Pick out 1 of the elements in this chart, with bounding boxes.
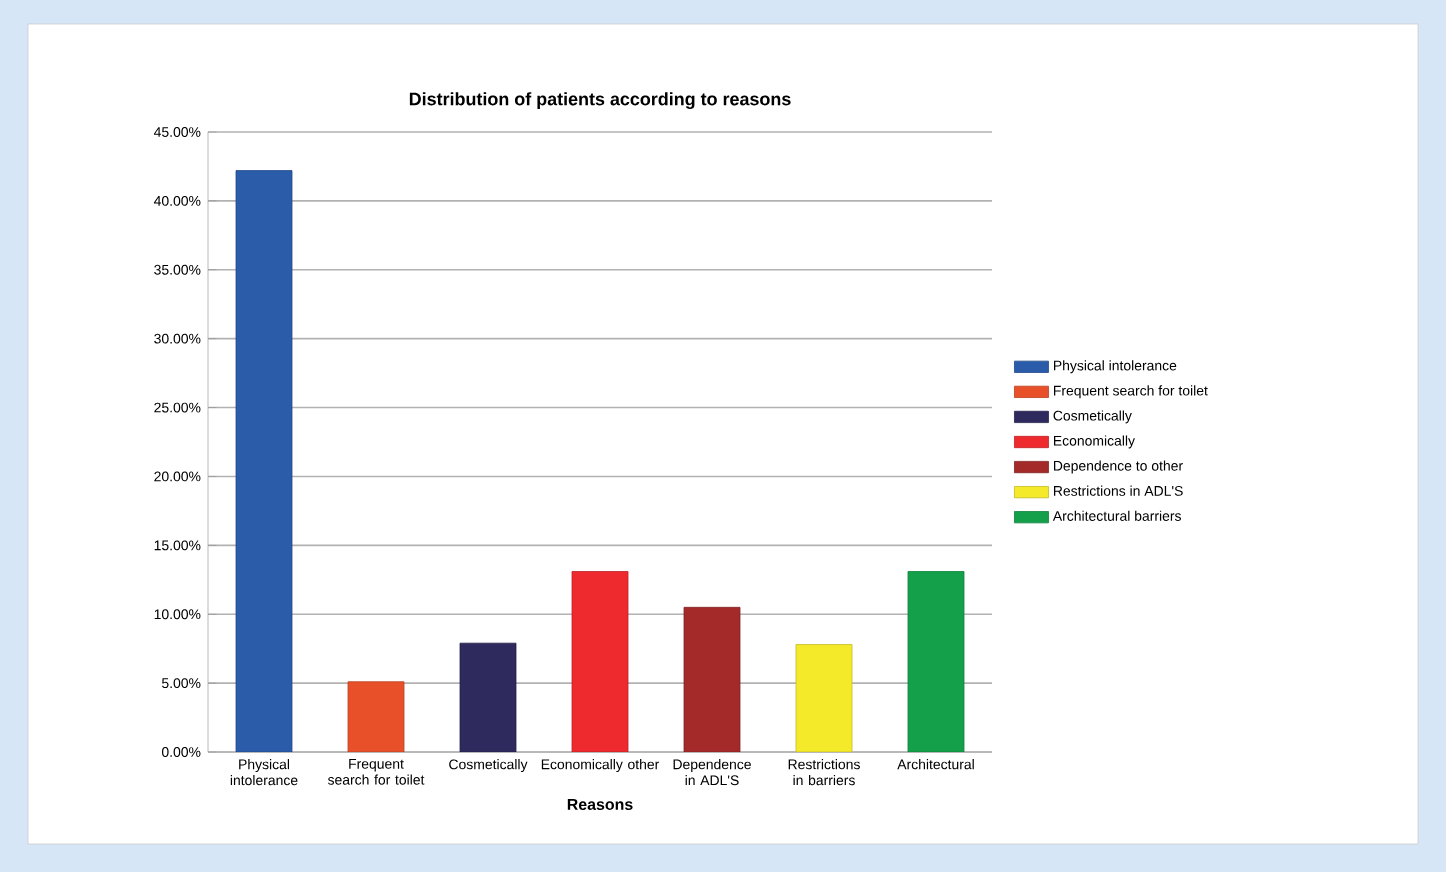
chart-title: Distribution of patients according to reasons	[409, 92, 791, 110]
